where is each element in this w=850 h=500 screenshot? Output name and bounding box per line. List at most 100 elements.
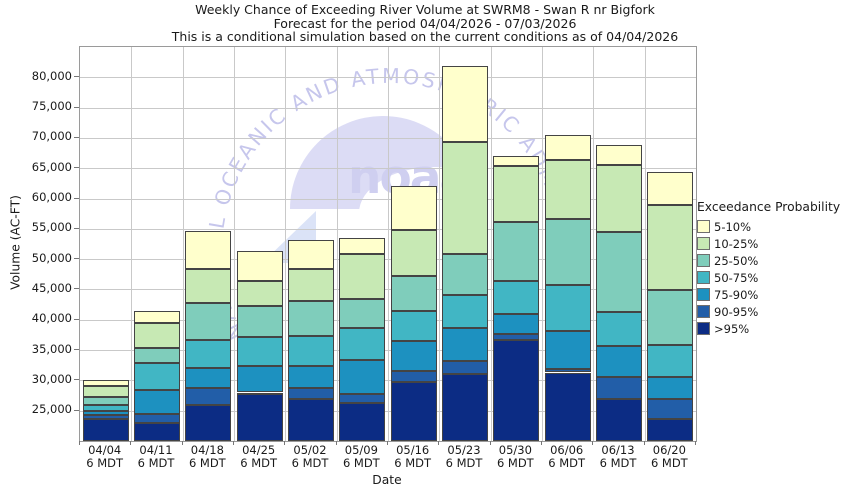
y-tick-mark xyxy=(74,106,79,108)
bar-04-25-segment-5-10% xyxy=(236,251,283,281)
bar-06-13-segment-90-95% xyxy=(595,377,643,400)
bar-05-30-segment-90-95% xyxy=(493,333,540,340)
y-tick-label: 80,000 xyxy=(31,68,72,83)
bar-05-16-segment-75-90% xyxy=(390,340,437,371)
bar-05-02-segment-5-10% xyxy=(287,239,335,270)
bar-04-04-segment->95% xyxy=(82,418,129,441)
y-tick-mark xyxy=(74,288,79,290)
x-tick-time: 6 MDT xyxy=(599,456,637,470)
bar-05-16-segment-5-10% xyxy=(390,186,437,231)
x-tick-date: 06/20 xyxy=(652,443,686,457)
x-tick-time: 6 MDT xyxy=(394,456,432,470)
bar-06-13-segment-5-10% xyxy=(595,144,643,166)
bar-05-30-segment->95% xyxy=(493,339,540,441)
bar-05-02-segment->95% xyxy=(287,398,335,441)
y-tick-mark xyxy=(74,258,79,260)
bar-05-23-segment->95% xyxy=(441,374,489,441)
y-tick-label: 45,000 xyxy=(31,280,72,295)
gridline-vertical xyxy=(182,47,184,441)
gridline-vertical xyxy=(234,47,235,441)
legend-label: 50-75% xyxy=(714,270,759,285)
bar-04-11-segment-90-95% xyxy=(133,414,181,424)
x-tick-date: 05/02 xyxy=(293,443,327,457)
x-tick-mark xyxy=(438,441,440,445)
x-tick-time: 6 MDT xyxy=(188,456,226,470)
legend-item-90-95%: 90-95% xyxy=(697,303,847,320)
legend-label: 75-90% xyxy=(714,287,759,302)
legend-item-10-25%: 10-25% xyxy=(697,235,847,252)
legend: Exceedance Probability 5-10% 10-25% 25-50%… xyxy=(697,200,847,337)
bar-06-13-segment-10-25% xyxy=(595,165,643,232)
bar-04-25-segment-75-90% xyxy=(236,365,283,393)
bar-04-11-segment-10-25% xyxy=(133,323,181,349)
legend-swatch xyxy=(697,220,710,233)
bar-06-20-segment-25-50% xyxy=(647,290,694,346)
bar-06-13-segment-75-90% xyxy=(595,345,643,378)
bar-05-02-segment-50-75% xyxy=(287,336,335,366)
y-tick-label: 75,000 xyxy=(31,99,72,114)
y-tick-mark xyxy=(74,379,79,381)
bar-05-16-segment-10-25% xyxy=(390,230,437,277)
legend-items: 5-10% 10-25% 25-50% 50-75% 75-90% 90-95% >95% xyxy=(697,218,847,337)
bar-04-18-segment-75-90% xyxy=(185,368,232,388)
bar-04-11-segment->95% xyxy=(133,423,181,441)
chart-note: This is a conditional simulation based o… xyxy=(171,29,679,44)
bar-05-09-segment-90-95% xyxy=(339,393,386,404)
gridline-vertical xyxy=(439,47,441,441)
bar-04-25-segment-90-95% xyxy=(236,392,283,395)
bar-04-11-segment-50-75% xyxy=(133,363,181,391)
bar-04-04-segment-5-10% xyxy=(82,380,129,387)
x-tick-mark xyxy=(489,441,491,445)
gridline-vertical xyxy=(285,47,287,441)
y-tick-mark xyxy=(74,136,79,138)
bar-04-04-segment-25-50% xyxy=(82,396,129,405)
bar-04-04-segment-10-25% xyxy=(82,386,129,397)
legend-item-75-90%: 75-90% xyxy=(697,286,847,303)
x-tick-mark xyxy=(387,441,388,445)
bar-06-06-segment->95% xyxy=(544,372,591,441)
bar-05-16-segment-25-50% xyxy=(390,276,437,311)
plot-area: noaa NATIONAL OCEANIC AND ATMOSPHERIC AD… xyxy=(79,46,697,442)
x-tick-mark xyxy=(181,441,183,445)
legend-item->95%: >95% xyxy=(697,320,847,337)
bar-06-20-segment-75-90% xyxy=(647,377,694,399)
bar-04-04-segment-50-75% xyxy=(82,404,129,411)
bar-06-20-segment->95% xyxy=(647,418,694,441)
bar-05-23-segment-10-25% xyxy=(441,142,489,254)
y-tick-label: 30,000 xyxy=(31,371,72,386)
x-tick-date: 05/16 xyxy=(396,443,430,457)
bar-04-18-segment->95% xyxy=(185,405,232,441)
x-tick-mark xyxy=(592,441,594,445)
bar-04-11-segment-5-10% xyxy=(133,310,181,324)
bar-05-16-segment-90-95% xyxy=(390,370,437,383)
x-tick-mark xyxy=(233,441,234,445)
x-tick-mark xyxy=(695,441,696,445)
bar-05-09-segment-50-75% xyxy=(339,328,386,360)
bar-06-20-segment-10-25% xyxy=(647,205,694,291)
y-tick-mark xyxy=(74,318,79,320)
legend-item-50-75%: 50-75% xyxy=(697,269,847,286)
bar-05-23-segment-90-95% xyxy=(441,360,489,375)
legend-title: Exceedance Probability xyxy=(697,200,841,214)
gridline-vertical xyxy=(388,47,389,441)
legend-item-5-10%: 5-10% xyxy=(697,218,847,235)
legend-label: 90-95% xyxy=(714,304,759,319)
legend-swatch xyxy=(697,237,710,250)
x-tick-date: 05/23 xyxy=(447,443,481,457)
bar-04-18-segment-5-10% xyxy=(185,231,232,270)
y-tick-mark xyxy=(74,167,79,169)
bar-05-23-segment-5-10% xyxy=(441,66,489,143)
y-tick-label: 60,000 xyxy=(31,190,72,205)
y-tick-mark xyxy=(74,349,79,351)
legend-label: 25-50% xyxy=(714,253,759,268)
bar-04-11-segment-25-50% xyxy=(133,348,181,364)
x-tick-date: 04/11 xyxy=(139,443,173,457)
bar-04-25-segment-25-50% xyxy=(236,305,283,337)
y-tick-label: 50,000 xyxy=(31,250,72,265)
bar-06-13-segment->95% xyxy=(595,399,643,441)
bar-04-18-segment-25-50% xyxy=(185,303,232,341)
bar-05-30-segment-5-10% xyxy=(493,156,540,167)
bar-04-11-segment-75-90% xyxy=(133,390,181,415)
x-tick-date: 05/30 xyxy=(498,443,532,457)
